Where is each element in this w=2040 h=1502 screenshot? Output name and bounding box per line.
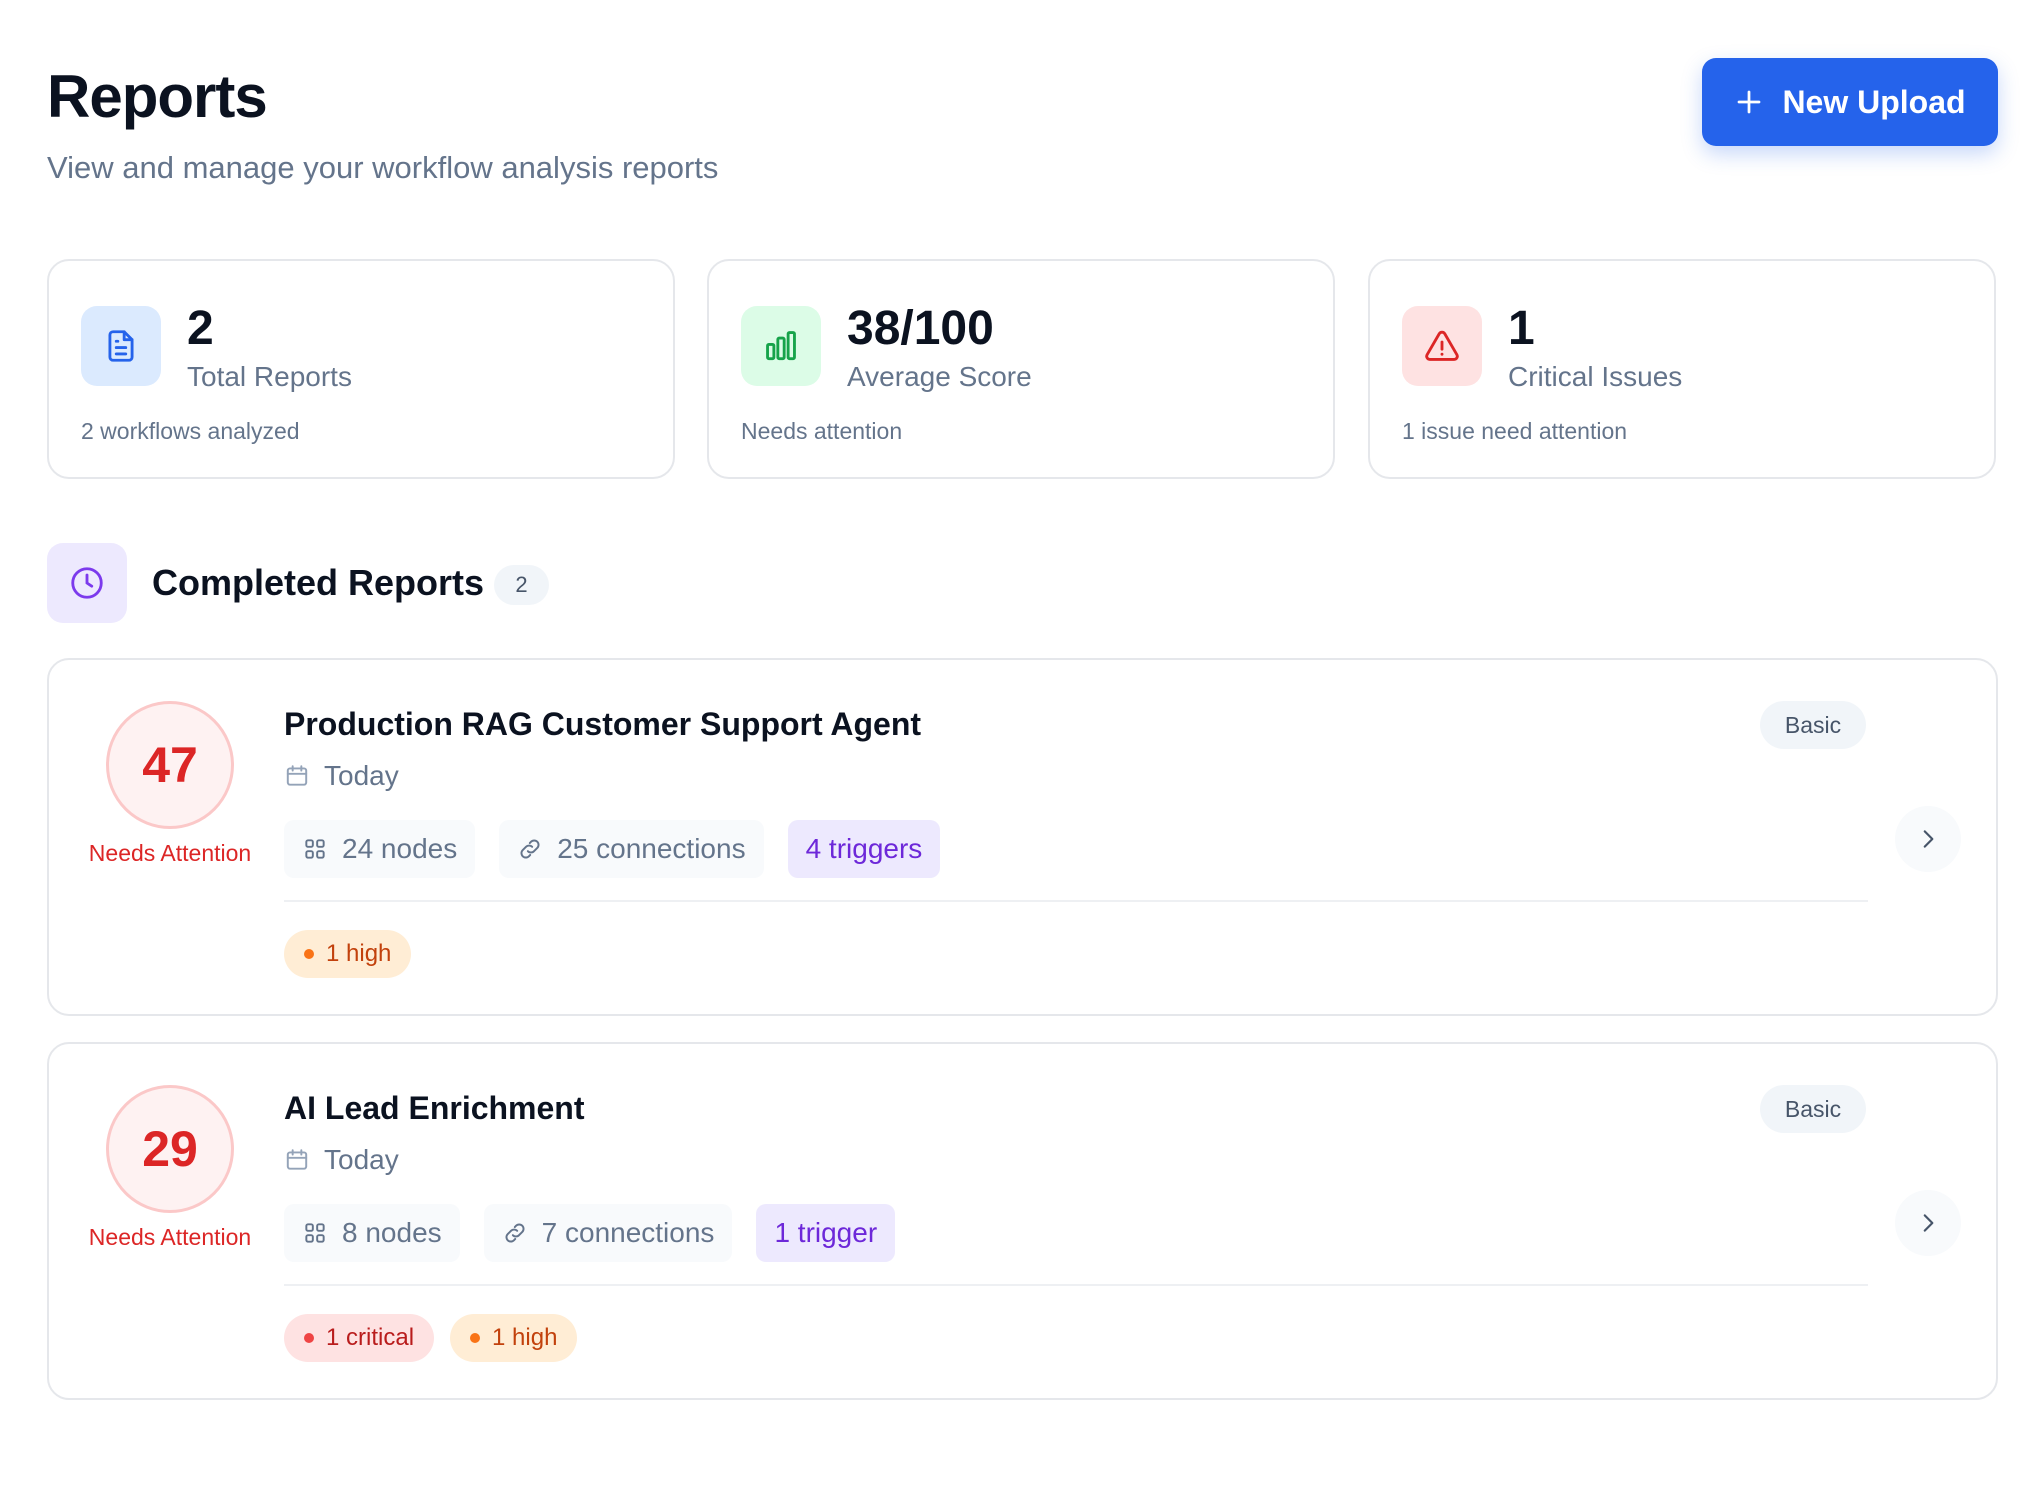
severity-badge-high: 1 high <box>450 1314 578 1362</box>
triggers-chip: 4 triggers <box>787 820 941 878</box>
severity-label: 1 high <box>326 940 392 967</box>
plus-icon <box>1738 90 1761 114</box>
connections-count: 25 connections <box>557 833 746 864</box>
connections-chip: 25 connections <box>499 820 764 878</box>
new-upload-label: New Upload <box>1782 83 1966 120</box>
report-date-text: Today <box>324 1144 399 1175</box>
tier-badge: Basic <box>1760 1085 1866 1133</box>
report-name: AI Lead Enrichment <box>284 1090 585 1126</box>
report-date: Today <box>284 1144 399 1176</box>
nodes-chip: 8 nodes <box>284 1204 460 1262</box>
stat-icon-box <box>741 306 821 386</box>
severity-label: 1 high <box>492 1324 558 1351</box>
nodes-count: 8 nodes <box>342 1217 442 1248</box>
triggers-count: 1 trigger <box>774 1217 878 1248</box>
bar-chart-icon <box>766 331 796 361</box>
warning-icon <box>1425 330 1459 361</box>
report-date: Today <box>284 760 399 792</box>
severity-dot <box>304 949 314 959</box>
severity-badge-high: 1 high <box>284 930 412 978</box>
chevron-right-icon <box>1923 830 1934 848</box>
divider <box>284 1284 1868 1286</box>
stat-card-average-score: 38/100 Average Score Needs attention <box>707 259 1335 479</box>
section-icon-box <box>47 543 127 623</box>
report-name: Production RAG Customer Support Agent <box>284 706 922 742</box>
stat-note: 1 issue need attention <box>1402 418 1628 444</box>
connections-count: 7 connections <box>541 1217 715 1248</box>
score-status: Needs Attention <box>88 840 252 866</box>
grid-icon <box>305 839 325 859</box>
stat-icon-box <box>81 306 161 386</box>
document-icon <box>108 330 134 362</box>
section-title: Completed Reports <box>152 562 485 603</box>
open-report-button[interactable] <box>1895 806 1961 872</box>
stat-note: 2 workflows analyzed <box>81 418 300 444</box>
tier-badge: Basic <box>1760 701 1866 749</box>
stat-card-total-reports: 2 Total Reports 2 workflows analyzed <box>47 259 675 479</box>
link-icon <box>505 1223 525 1243</box>
report-stats-row: 8 nodes 7 connections 1 trigger <box>284 1204 896 1262</box>
severity-row: 1 high <box>284 930 412 978</box>
chevron-right-icon <box>1923 1214 1934 1232</box>
severity-row: 1 critical 1 high <box>284 1314 578 1362</box>
severity-badge-critical: 1 critical <box>284 1314 435 1362</box>
severity-dot <box>304 1333 314 1343</box>
stat-label: Critical Issues <box>1508 361 1683 392</box>
severity-label: 1 critical <box>326 1324 415 1351</box>
divider <box>284 900 1868 902</box>
triggers-count: 4 triggers <box>805 833 923 864</box>
section-count-badge: 2 <box>494 565 549 605</box>
triggers-chip: 1 trigger <box>756 1204 896 1262</box>
nodes-count: 24 nodes <box>342 833 458 864</box>
report-card[interactable]: 47 Needs Attention Production RAG Custom… <box>47 658 1998 1016</box>
report-stats-row: 24 nodes 25 connections 4 triggers <box>284 820 941 878</box>
stat-icon-box <box>1402 306 1482 386</box>
report-card[interactable]: 29 Needs Attention AI Lead Enrichment To… <box>47 1042 1998 1400</box>
stat-note: Needs attention <box>741 418 903 444</box>
stat-value: 1 <box>1508 302 1535 355</box>
report-date-text: Today <box>324 760 399 791</box>
calendar-icon <box>286 765 308 786</box>
link-icon <box>520 839 540 859</box>
score-ring: 47 <box>106 701 234 829</box>
score-ring: 29 <box>106 1085 234 1213</box>
score-status: Needs Attention <box>88 1224 252 1250</box>
clock-icon <box>71 567 103 599</box>
grid-icon <box>305 1223 325 1243</box>
calendar-icon <box>286 1149 308 1170</box>
stat-value: 38/100 <box>847 302 994 355</box>
stat-label: Total Reports <box>187 361 352 392</box>
severity-dot <box>470 1333 481 1343</box>
nodes-chip: 24 nodes <box>284 820 476 878</box>
connections-chip: 7 connections <box>483 1204 733 1262</box>
new-upload-button[interactable]: New Upload <box>1702 58 1998 146</box>
stat-card-critical-issues: 1 Critical Issues 1 issue need attention <box>1368 259 1996 479</box>
stat-value: 2 <box>187 302 214 355</box>
stat-label: Average Score <box>847 361 1032 392</box>
page-subtitle: View and manage your workflow analysis r… <box>47 150 719 185</box>
open-report-button[interactable] <box>1895 1190 1961 1256</box>
page-title: Reports <box>47 63 268 130</box>
